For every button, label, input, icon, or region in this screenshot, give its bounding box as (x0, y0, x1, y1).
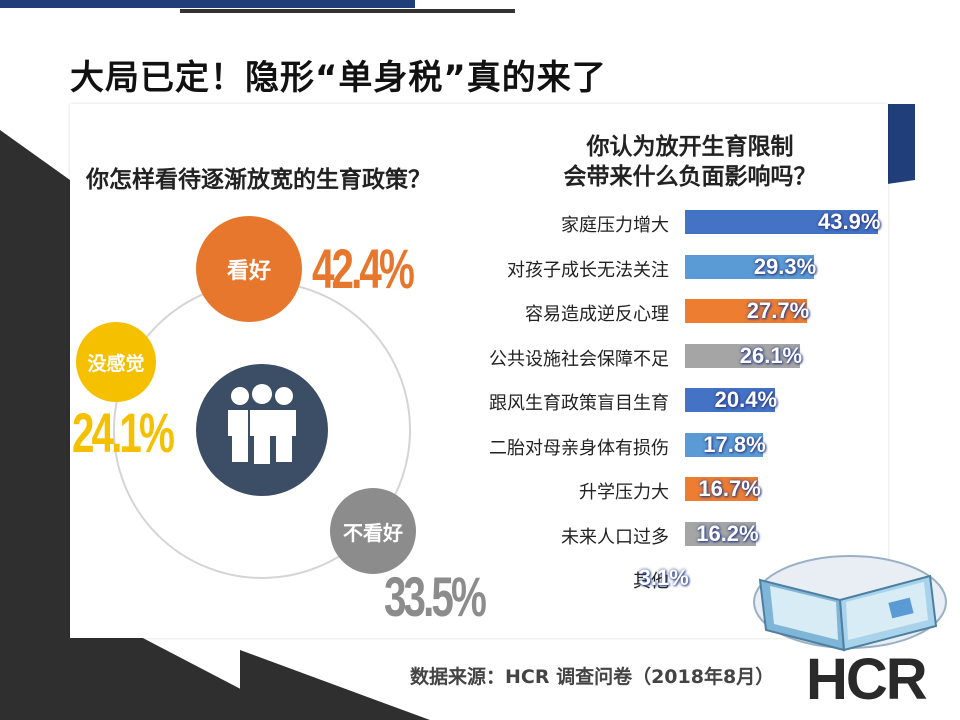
bar-category-label: 跟风生育政策盲目生育 (489, 393, 669, 414)
bar (685, 299, 807, 323)
pie-value-neutral: 24.1% (72, 401, 175, 464)
bar (685, 254, 814, 279)
pie-slice-label-positive: 看好 (196, 216, 302, 322)
bar-category-label: 对孩子成长无法关注 (507, 259, 669, 281)
hcr-logo: HCR (806, 647, 928, 712)
bar-category-label: 其他 (633, 571, 669, 592)
bar-value-label: 17.8% (703, 431, 766, 457)
bar (685, 566, 699, 590)
right-question-line-2: 会带来什么负面影响吗？ (563, 164, 817, 190)
bar-category-label: 二胎对母亲身体有损伤 (489, 437, 669, 459)
pie-slice-label-negative: 不看好 (330, 488, 416, 574)
bar (685, 210, 878, 234)
bar (685, 521, 757, 546)
pie-value-positive: 42.4% (312, 237, 415, 300)
bar-value-label: 20.4% (714, 387, 778, 412)
bar-value-label: 3.1% (638, 565, 689, 590)
bottom-dark-wedge (240, 650, 430, 720)
right-chart-question: 你认为放开生育限制 会带来什么负面影响吗？ (500, 132, 880, 192)
right-question-line-1: 你认为放开生育限制 (586, 134, 794, 160)
pie-slice-label-neutral: 没感觉 (76, 322, 156, 402)
bar-value-label: 43.9% (818, 209, 881, 234)
right-navy-tab (880, 104, 915, 185)
bar-value-label: 16.2% (696, 520, 759, 546)
top-dark-stripe (180, 9, 515, 13)
bar-category-label: 公共设施社会保障不足 (489, 348, 669, 370)
open-book-icon (753, 555, 947, 652)
content-panel (70, 104, 888, 638)
bar (685, 388, 775, 412)
bar (685, 432, 764, 457)
bar-value-label: 16.7% (698, 476, 761, 501)
bar-category-label: 升学压力大 (579, 482, 669, 503)
bar-category-label: 容易造成逆反心理 (525, 304, 669, 325)
bar-category-label: 未来人口过多 (561, 526, 669, 548)
left-dark-wedge (0, 130, 300, 720)
bar-value-label: 27.7% (746, 298, 810, 323)
top-navy-stripe (0, 0, 415, 8)
center-people-badge (196, 364, 328, 496)
page-title: 大局已定！隐形“单身税”真的来了 (70, 58, 607, 98)
bar-category-label: 家庭压力增大 (561, 215, 669, 236)
bar (685, 343, 800, 368)
bar (685, 477, 759, 501)
bar-value-label: 26.1% (739, 342, 803, 368)
data-source-note: 数据来源：HCR 调查问卷（2018年8月） (410, 666, 775, 688)
left-chart-question: 你怎样看待逐渐放宽的生育政策？ (86, 167, 431, 193)
people-group-icon (228, 384, 296, 466)
pie-value-negative: 33.5% (384, 565, 487, 628)
bar-value-label: 29.3% (753, 253, 817, 279)
